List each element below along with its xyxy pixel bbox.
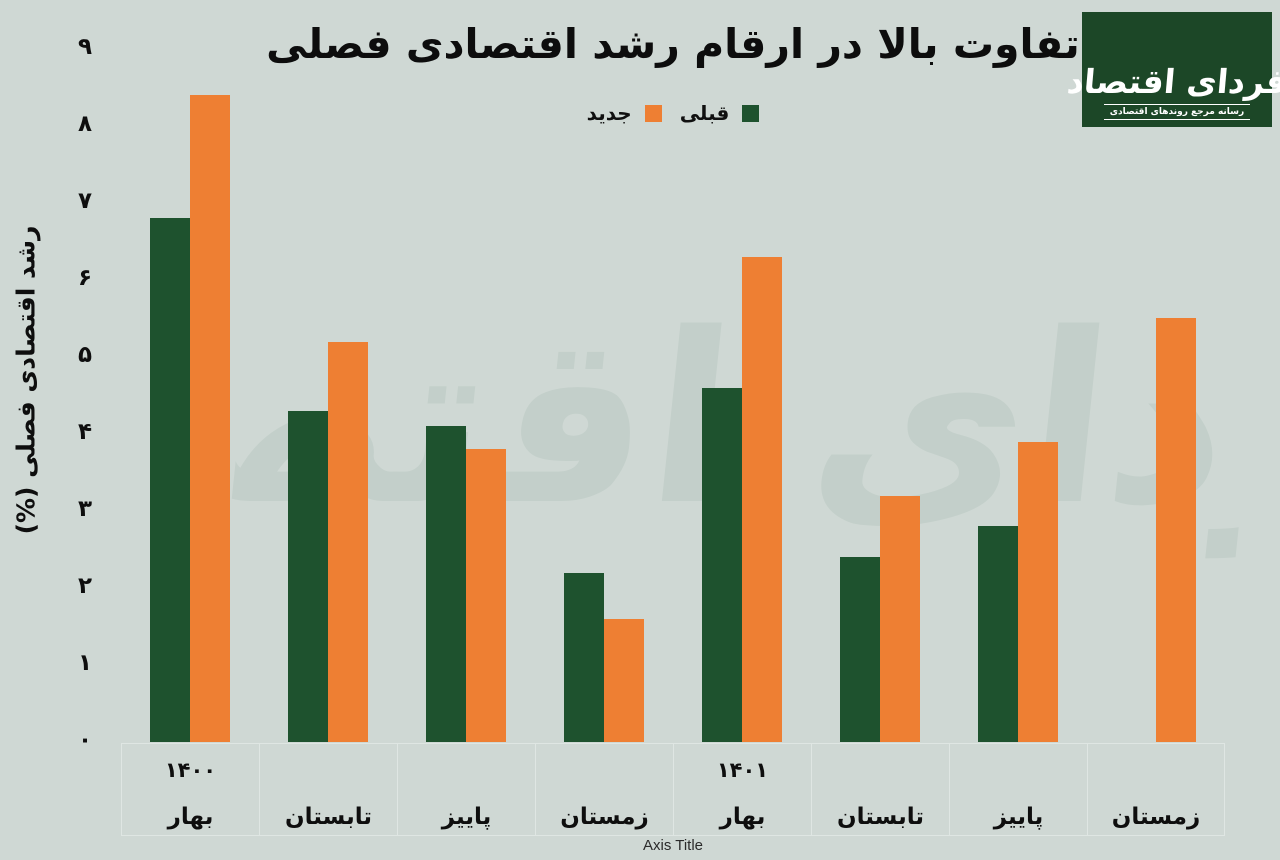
y-tick-label-9: ۹ (77, 34, 92, 60)
y-tick-label-8: ۸ (77, 111, 92, 137)
x-axis-label-band: ۱۴۰۰ بهار تابستان پاییز زمستان ۱۴۰۱ بهار تابستا… (121, 743, 1225, 836)
legend-swatch-icon (644, 104, 662, 122)
x-season-label: تابستان (837, 804, 924, 830)
bar-previous-group-6 (978, 526, 1018, 742)
x-axis-cell-0: ۱۴۰۰ بهار (121, 744, 259, 835)
logo-wordmark: فردای اقتصاد (1065, 62, 1280, 102)
legend-label: قبلی (679, 101, 730, 125)
x-year-label: ۱۴۰۱ (716, 758, 769, 782)
x-axis-cell-3: زمستان (535, 744, 673, 835)
x-axis-title: Axis Title (642, 837, 703, 854)
x-year-label: ۱۴۰۰ (164, 758, 217, 782)
chart-title: تفاوت بالا در ارقام رشد اقتصادی فصلی (266, 20, 1080, 68)
x-season-label: بهار (167, 804, 214, 830)
x-axis-cell-5: تابستان (811, 744, 949, 835)
x-season-label: پاییز (993, 804, 1044, 830)
y-tick-label-1: ۱ (77, 650, 92, 676)
bar-new-group-2 (466, 449, 506, 742)
y-tick-label-6: ۶ (77, 265, 92, 291)
bar-previous-group-0 (150, 218, 190, 742)
legend-swatch-icon (742, 104, 760, 122)
y-tick-label-0: ۰ (77, 727, 92, 753)
x-season-label: زمستان (1111, 804, 1201, 830)
bar-previous-group-4 (702, 388, 742, 742)
y-tick-label-2: ۲ (77, 573, 92, 599)
bar-new-group-6 (1018, 442, 1058, 742)
bar-new-group-0 (190, 95, 230, 742)
legend-item-1: جدید (587, 101, 662, 125)
y-tick-label-4: ۴ (77, 419, 92, 445)
legend-item-0: قبلی (680, 101, 760, 125)
bar-new-group-1 (328, 342, 368, 742)
x-season-label: زمستان (560, 804, 649, 830)
legend-label: جدید (586, 101, 632, 125)
x-axis-cell-4: ۱۴۰۱ بهار (673, 744, 811, 835)
fardaye-eghtesad-logo: فردای اقتصاد رسانه مرجع روندهای اقتصادی (1065, 12, 1280, 127)
bar-previous-group-5 (840, 557, 880, 742)
x-axis-cell-6: پاییز (949, 744, 1087, 835)
x-season-label: بهار (719, 804, 766, 830)
logo-tagline: رسانه مرجع روندهای اقتصادی (1103, 104, 1251, 120)
bar-previous-group-1 (288, 411, 328, 742)
x-axis-cell-2: پاییز (397, 744, 535, 835)
x-axis-cell-1: تابستان (259, 744, 397, 835)
chart-legend: قبلی جدید (121, 101, 1225, 125)
bar-new-group-5 (880, 496, 920, 742)
y-tick-label-3: ۳ (77, 496, 92, 522)
x-axis-cell-7: زمستان (1087, 744, 1225, 835)
y-tick-label-5: ۵ (77, 342, 92, 368)
x-season-label: تابستان (285, 804, 372, 830)
y-tick-label-7: ۷ (77, 188, 92, 214)
bar-new-group-3 (604, 619, 644, 742)
bar-new-group-4 (742, 257, 782, 742)
bar-new-group-7 (1156, 318, 1196, 742)
y-axis-title: رشد اقتصادی فصلی (%) (11, 225, 41, 535)
x-season-label: پاییز (441, 804, 492, 830)
bar-previous-group-2 (426, 426, 466, 742)
bar-previous-group-3 (564, 573, 604, 742)
